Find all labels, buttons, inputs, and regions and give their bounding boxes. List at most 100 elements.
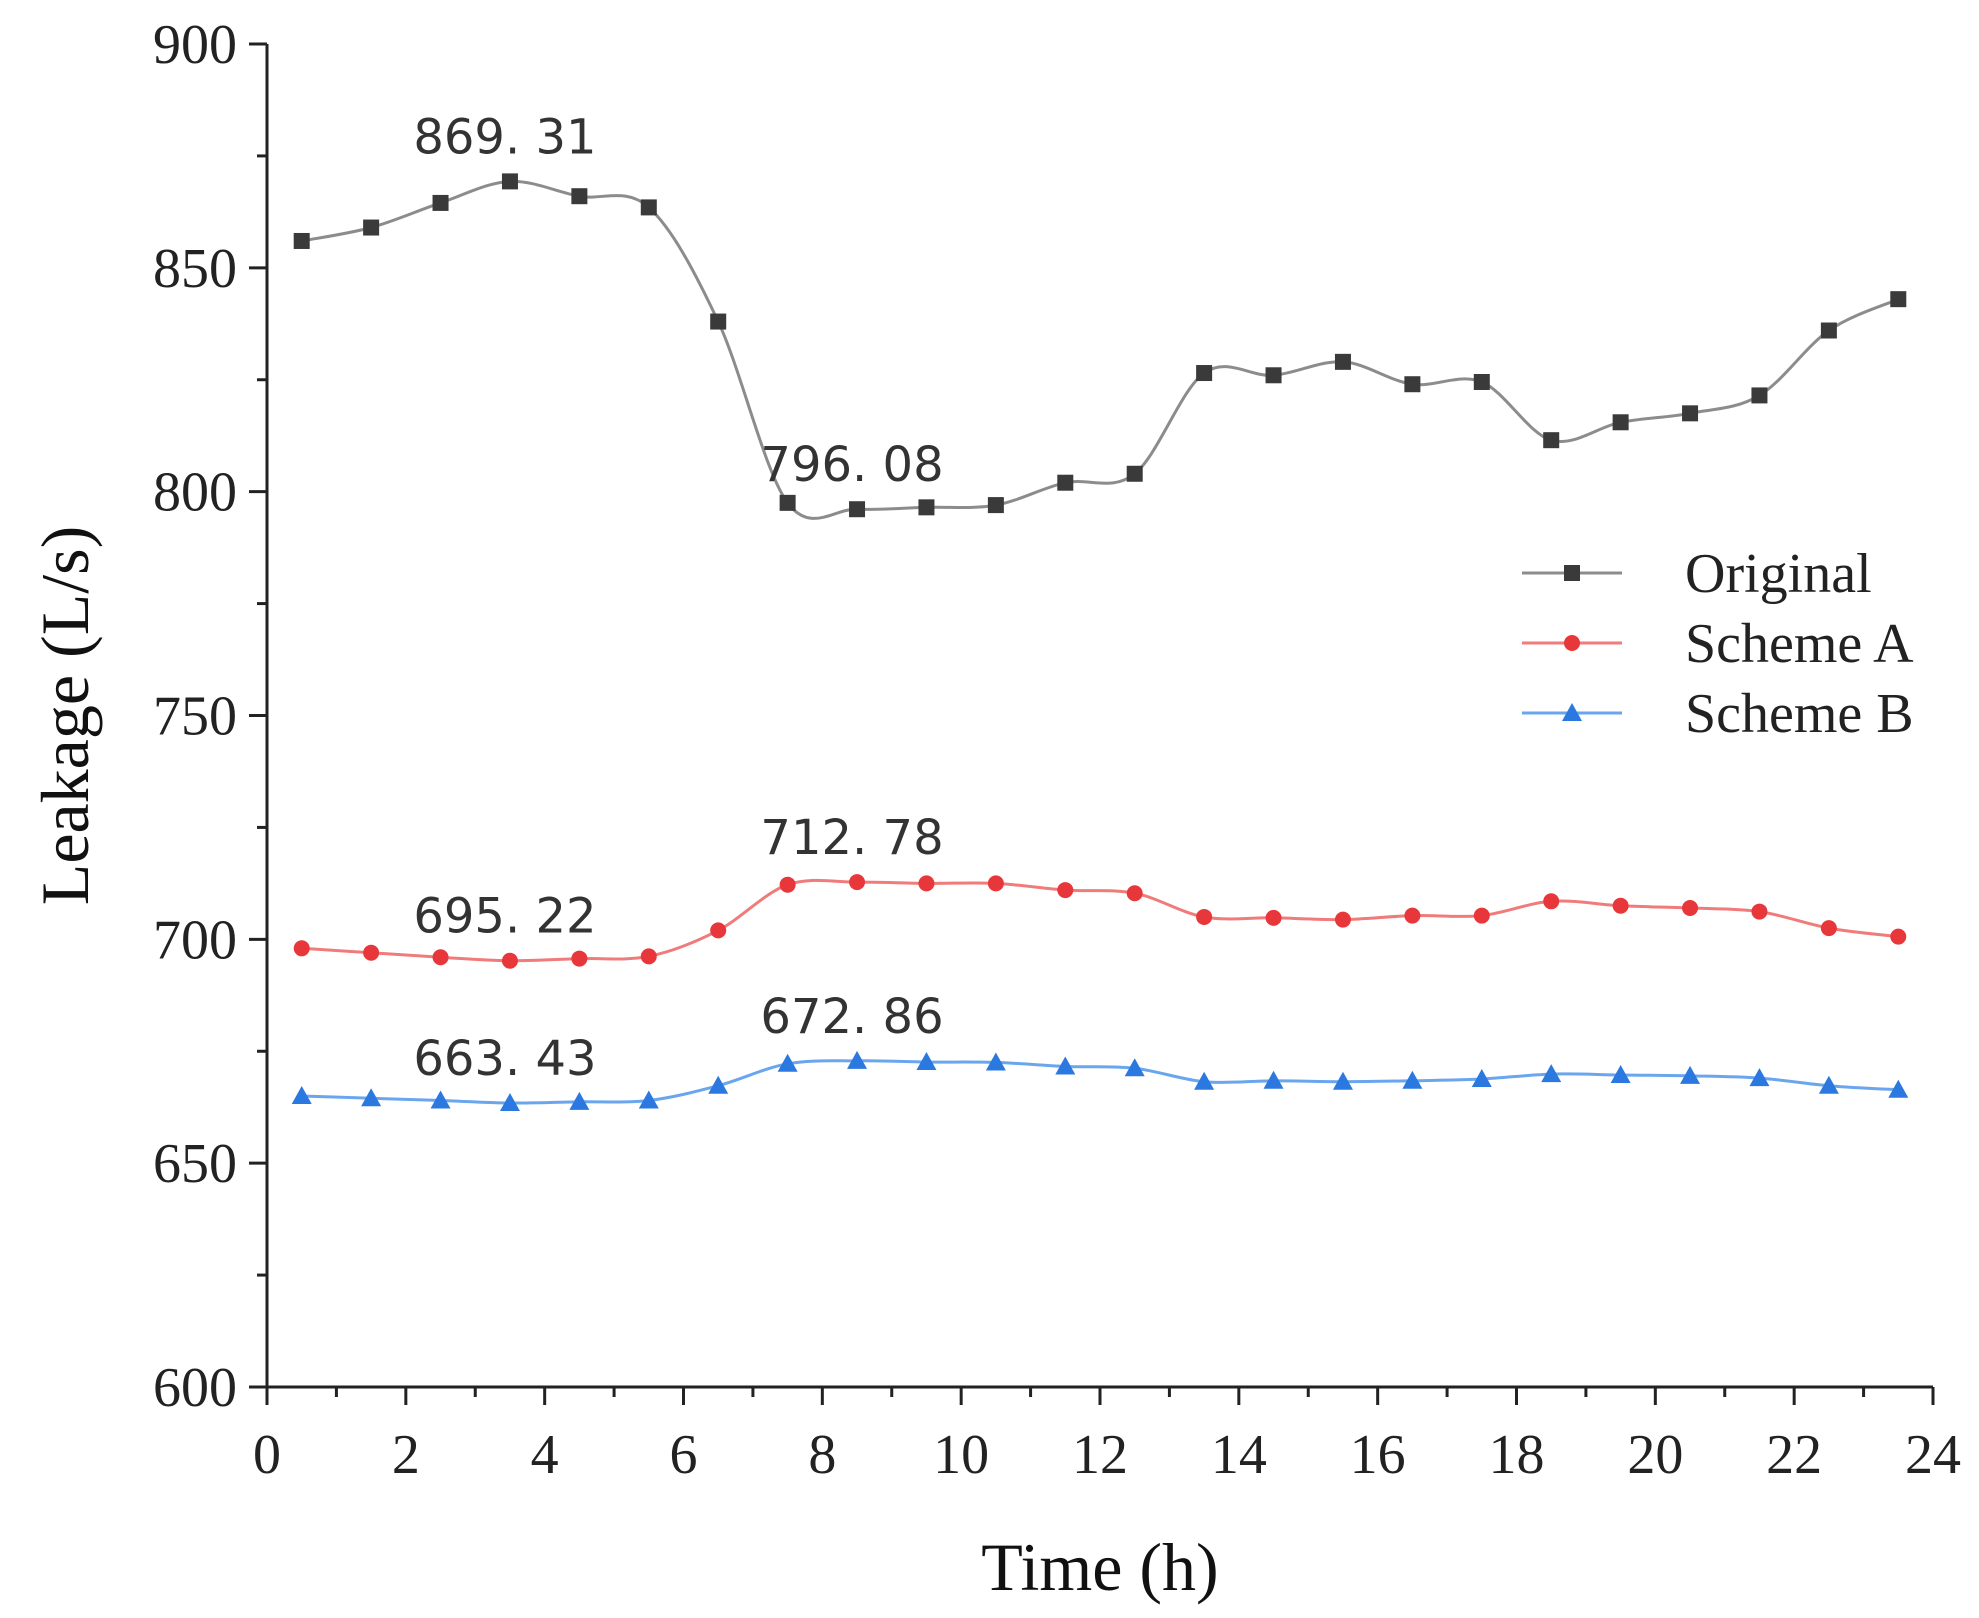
- y-tick-label: 600: [153, 1357, 237, 1419]
- data-point-scheme-a: [1126, 885, 1143, 902]
- data-label: 672. 86: [760, 989, 943, 1045]
- x-axis-title: Time (h): [981, 1529, 1218, 1605]
- data-point-scheme-a: [640, 948, 657, 965]
- data-point-scheme-a: [710, 922, 727, 939]
- data-point-scheme-b: [847, 1050, 868, 1069]
- legend-marker-scheme-a: [1564, 635, 1580, 651]
- data-point-scheme-a: [293, 940, 310, 957]
- data-label: 663. 43: [413, 1031, 596, 1087]
- data-point-original: [1196, 365, 1213, 382]
- data-point-scheme-b: [638, 1090, 659, 1109]
- data-point-scheme-b: [985, 1052, 1006, 1071]
- data-point-scheme-b: [1055, 1056, 1076, 1075]
- y-tick-label: 750: [153, 686, 237, 748]
- data-point-original: [293, 232, 310, 249]
- data-point-original: [1404, 376, 1421, 393]
- series-line-scheme-b: [301, 1059, 1899, 1105]
- data-point-original: [710, 313, 727, 330]
- y-tick-label: 900: [153, 14, 237, 76]
- data-point-original: [1473, 373, 1490, 390]
- data-point-original: [1265, 367, 1282, 384]
- data-label: 796. 08: [760, 437, 943, 493]
- y-tick-label: 800: [153, 462, 237, 524]
- x-tick-label: 18: [1489, 1424, 1545, 1486]
- data-point-scheme-b: [1888, 1079, 1909, 1098]
- legend-label-original: Original: [1685, 543, 1872, 605]
- data-point-scheme-b: [1332, 1071, 1353, 1090]
- data-point-scheme-b: [569, 1091, 590, 1110]
- data-point-original: [918, 499, 935, 516]
- annotations: 869. 31 796. 08 695. 22 712. 78 663. 43 672. …: [413, 109, 943, 1087]
- y-tick-label: 850: [153, 238, 237, 300]
- data-point-scheme-b: [1124, 1058, 1145, 1077]
- y-axis-title: Leakage (L/s): [27, 526, 103, 905]
- data-point-scheme-a: [501, 952, 518, 969]
- x-tick-label: 8: [808, 1424, 836, 1486]
- data-point-original: [1751, 387, 1768, 404]
- data-point-original: [432, 194, 449, 211]
- data-point-original: [1612, 414, 1629, 431]
- x-tick-label: 4: [531, 1424, 559, 1486]
- data-point-scheme-b: [1818, 1075, 1839, 1094]
- data-point-scheme-b: [708, 1075, 729, 1094]
- data-point-scheme-a: [987, 875, 1004, 892]
- data-point-scheme-a: [918, 875, 935, 892]
- x-tick-label: 10: [933, 1424, 989, 1486]
- legend-marker-original: [1564, 565, 1580, 581]
- data-label: 869. 31: [413, 109, 596, 165]
- data-point-original: [1890, 291, 1907, 308]
- data-label: 712. 78: [760, 810, 943, 866]
- x-tick-label: 16: [1350, 1424, 1406, 1486]
- axes: 0 2 4 6 8 10 12 14 16 18 20 22 246006507007508008509…: [153, 14, 1961, 1486]
- data-point-scheme-a: [1057, 882, 1074, 899]
- data-point-scheme-b: [1749, 1068, 1770, 1087]
- data-point-scheme-a: [1820, 920, 1837, 937]
- data-point-original: [1126, 465, 1143, 482]
- data-point-original: [1057, 474, 1074, 491]
- data-point-scheme-b: [499, 1093, 520, 1112]
- data-point-scheme-b: [1541, 1064, 1562, 1083]
- data-point-scheme-a: [1543, 893, 1560, 910]
- data-point-scheme-a: [1265, 909, 1282, 926]
- x-tick-label: 22: [1766, 1424, 1822, 1486]
- data-point-scheme-a: [432, 949, 449, 966]
- data-point-scheme-b: [1263, 1070, 1284, 1089]
- x-tick-label: 20: [1627, 1424, 1683, 1486]
- y-tick-label: 650: [153, 1133, 237, 1195]
- data-label: 695. 22: [413, 889, 596, 945]
- series-line-original: [301, 179, 1899, 520]
- data-point-scheme-a: [849, 874, 866, 891]
- legend-label-scheme-b: Scheme B: [1685, 683, 1914, 745]
- data-point-scheme-a: [1334, 911, 1351, 928]
- data-point-original: [779, 494, 796, 511]
- x-tick-label: 2: [392, 1424, 420, 1486]
- data-point-original: [1682, 405, 1699, 422]
- data-point-original: [363, 219, 380, 236]
- data-point-original: [1543, 432, 1560, 449]
- x-tick-label: 6: [670, 1424, 698, 1486]
- data-point-original: [501, 173, 518, 190]
- data-point-scheme-b: [1194, 1071, 1215, 1090]
- data-point-scheme-b: [291, 1086, 312, 1105]
- y-tick-label: 700: [153, 909, 237, 971]
- x-tick-label: 24: [1905, 1424, 1961, 1486]
- data-point-original: [1820, 322, 1837, 339]
- data-point-scheme-b: [1610, 1064, 1631, 1083]
- data-point-original: [640, 199, 657, 216]
- x-tick-label: 14: [1211, 1424, 1267, 1486]
- legend: Original Scheme A Scheme B: [1522, 543, 1914, 745]
- data-point-scheme-a: [1890, 928, 1907, 945]
- data-point-original: [571, 188, 588, 205]
- data-point-scheme-a: [363, 944, 380, 961]
- data-point-scheme-b: [361, 1088, 382, 1107]
- data-point-scheme-b: [916, 1051, 937, 1070]
- data-point-scheme-a: [1682, 899, 1699, 916]
- data-point-scheme-a: [1612, 897, 1629, 914]
- data-point-scheme-a: [1404, 907, 1421, 924]
- data-point-scheme-b: [1680, 1065, 1701, 1084]
- data-point-original: [987, 497, 1004, 514]
- data-point-scheme-a: [1196, 908, 1213, 925]
- data-point-scheme-a: [1473, 907, 1490, 924]
- data-point-scheme-b: [1471, 1069, 1492, 1088]
